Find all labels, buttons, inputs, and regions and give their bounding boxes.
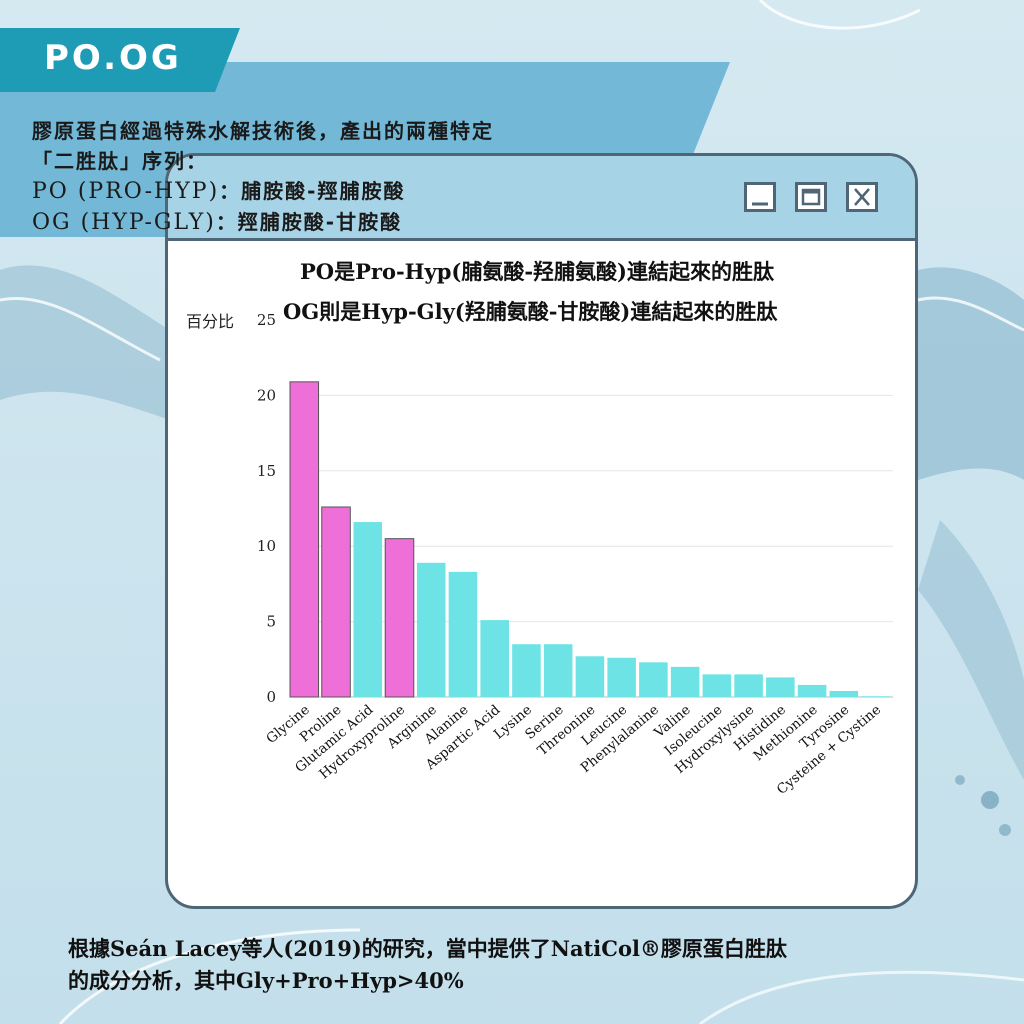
bar-hydroxyproline <box>384 538 415 698</box>
bar-threonine <box>575 656 605 697</box>
bar-serine <box>543 644 573 697</box>
y-tick-label: 0 <box>266 688 276 706</box>
y-tick-label: 5 <box>266 613 276 631</box>
y-tick-label: 10 <box>257 537 276 555</box>
minimize-icon[interactable] <box>744 182 776 212</box>
bar-hydroxylysine <box>734 674 763 697</box>
intro-line-3: PO (PRO-HYP)：脯胺酸-羥脯胺酸 <box>32 176 494 207</box>
intro-line-4: OG (HYP-GLY)：羥脯胺酸-甘胺酸 <box>32 207 494 238</box>
window-title-bar <box>168 156 915 241</box>
bar-proline <box>321 506 351 698</box>
footer-line-1: 根據Seán Lacey等人(2019)的研究，當中提供了NatiCol®膠原蛋… <box>68 936 787 961</box>
tag-banner <box>0 28 240 92</box>
chart-title-line-1: PO是Pro-Hyp(脯氨酸-羟脯氨酸)連結起來的胜肽 <box>300 259 774 284</box>
po-code: PO (PRO-HYP) <box>32 179 220 204</box>
y-tick-label: 20 <box>257 386 276 404</box>
bar-tyrosine <box>829 690 859 697</box>
close-icon[interactable] <box>846 182 878 212</box>
bar-lysine <box>512 644 541 697</box>
bar-phenylalanine <box>639 662 668 697</box>
bar-cysteine-cystine <box>861 696 890 697</box>
y-tick-label: 25 <box>257 311 276 329</box>
bar-glycine <box>289 381 320 698</box>
og-code: OG (HYP-GLY) <box>32 210 216 235</box>
bar-methionine <box>797 684 827 697</box>
og-description: ：羥脯胺酸-甘胺酸 <box>215 210 403 234</box>
chart-title-line-2: OG則是Hyp-Gly(羟脯氨酸-甘胺酸)連結起來的胜肽 <box>283 299 778 324</box>
bar-isoleucine <box>702 674 732 697</box>
footer-note: 根據Seán Lacey等人(2019)的研究，當中提供了NatiCol®膠原蛋… <box>68 933 787 997</box>
bar-arginine <box>416 562 446 697</box>
bar-histidine <box>766 677 795 697</box>
intro-line-1: 膠原蛋白經過特殊水解技術後，產出的兩種特定 <box>32 119 494 143</box>
tag-label: PO.OG <box>44 38 182 78</box>
bar-alanine <box>448 571 478 697</box>
footer-line-2: 的成分分析，其中Gly+Pro+Hyp>40% <box>68 968 464 993</box>
bar-leucine <box>607 657 636 697</box>
y-axis-label: 百分比 <box>186 312 234 331</box>
bar-aspartic-acid <box>480 620 509 697</box>
y-tick-label: 15 <box>257 462 276 480</box>
po-description: ：脯胺酸-羥脯胺酸 <box>219 179 406 203</box>
bar-glutamic-acid <box>353 522 383 697</box>
intro-text: 膠原蛋白經過特殊水解技術後，產出的兩種特定 「二胜肽」序列： PO (PRO-H… <box>32 116 494 238</box>
maximize-icon[interactable] <box>795 182 827 212</box>
intro-line-2: 「二胜肽」序列： <box>32 149 208 173</box>
bar-valine <box>670 666 700 697</box>
